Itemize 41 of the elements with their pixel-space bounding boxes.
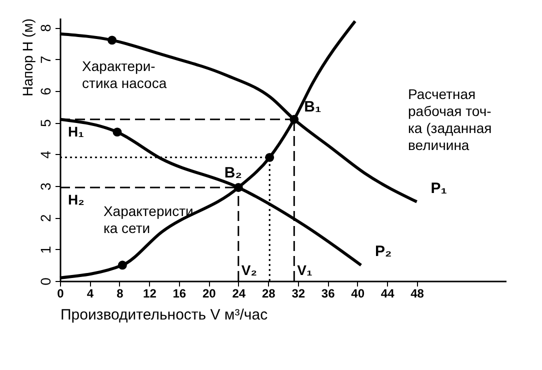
ref-line-label: V₁	[297, 262, 312, 278]
series-label: P₂	[375, 243, 392, 260]
x-tick-label: 32	[292, 286, 306, 300]
y-tick-label: 7	[38, 56, 54, 64]
point	[118, 260, 127, 270]
x-tick-label: 28	[262, 286, 276, 300]
y-tick-label: 3	[38, 182, 54, 190]
point	[265, 152, 274, 162]
x-tick-label: 8	[116, 286, 124, 300]
x-tick-label: 12	[143, 286, 157, 300]
annotation: Характеристи- ка сети	[103, 203, 198, 236]
series-label: P₁	[430, 180, 448, 197]
x-tick-label: 16	[172, 286, 186, 300]
x-tick-label: 0	[57, 286, 64, 300]
y-tick-label: 2	[38, 214, 54, 222]
y-tick-label: 1	[38, 246, 54, 254]
annotation: B₂	[224, 164, 242, 182]
ref-line-label: V₂	[241, 262, 257, 278]
annotation: Расчетная рабочая точ- ка (заданная величина	[408, 86, 492, 153]
x-axis-title: Производительность V м³/час	[60, 306, 268, 324]
point	[234, 183, 243, 192]
x-tick-label: 40	[351, 286, 365, 300]
ref-line-label: H₂	[68, 192, 84, 208]
point	[108, 36, 117, 45]
y-axis-title: Напор H (м)	[20, 18, 36, 96]
x-tick-label: 24	[232, 286, 246, 300]
ref-line-label: H₁	[68, 123, 84, 140]
y-tick-label: 5	[38, 118, 54, 127]
x-tick-label: 4	[86, 286, 94, 300]
y-tick-label: 6	[38, 87, 54, 96]
x-tick-label: 48	[410, 286, 424, 300]
x-tick-label: 20	[202, 286, 216, 300]
annotation: B₁	[304, 98, 322, 116]
point	[290, 114, 299, 124]
x-tick-label: 44	[380, 286, 395, 300]
point	[112, 128, 122, 137]
y-tick-label: 8	[38, 24, 54, 32]
y-tick-label: 0	[38, 277, 54, 286]
x-tick-label: 36	[321, 286, 336, 300]
y-tick-label: 4	[38, 150, 54, 159]
annotation: Характери- стика насоса	[82, 58, 167, 92]
